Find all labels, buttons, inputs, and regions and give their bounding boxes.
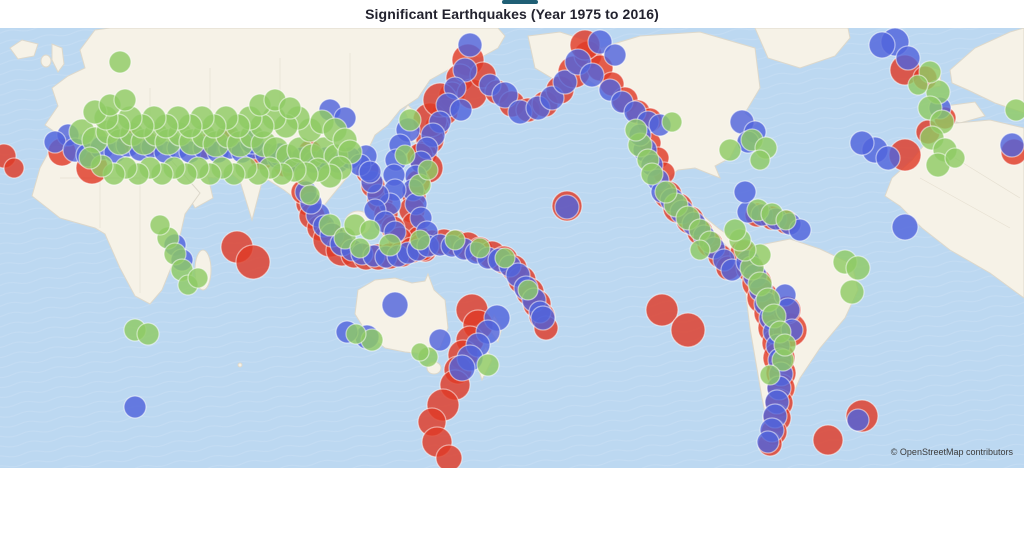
earthquake-point[interactable]	[381, 291, 409, 319]
earthquake-point[interactable]	[278, 96, 302, 120]
earthquake-point[interactable]	[149, 214, 171, 236]
earthquake-point[interactable]	[654, 180, 678, 204]
earthquake-point[interactable]	[839, 279, 865, 305]
earthquake-point[interactable]	[718, 138, 742, 162]
earthquake-point[interactable]	[640, 162, 664, 186]
earthquake-point[interactable]	[410, 342, 430, 362]
earthquake-point[interactable]	[318, 213, 342, 237]
earthquake-point[interactable]	[417, 159, 439, 181]
earthquake-point[interactable]	[444, 229, 466, 251]
earthquake-point[interactable]	[398, 108, 422, 132]
cutoff-text-artifact	[502, 0, 538, 4]
landmass-kerguelen	[237, 362, 243, 368]
earthquake-points[interactable]	[0, 28, 1024, 468]
earthquake-point[interactable]	[868, 31, 896, 59]
earthquake-point[interactable]	[999, 132, 1024, 158]
earthquake-point[interactable]	[1004, 98, 1024, 122]
earthquake-point[interactable]	[554, 194, 580, 220]
earthquake-point[interactable]	[491, 81, 519, 109]
landmass-europe-east-copy	[949, 28, 1024, 114]
earthquake-point[interactable]	[723, 218, 747, 242]
earthquake-point[interactable]	[494, 247, 516, 269]
earthquake-point[interactable]	[579, 62, 605, 88]
earthquake-point[interactable]	[3, 157, 25, 179]
landmass-iceland	[9, 39, 39, 60]
earthquake-point[interactable]	[113, 88, 137, 112]
earthquake-point[interactable]	[689, 239, 711, 261]
earthquake-point[interactable]	[378, 233, 402, 257]
earthquake-point[interactable]	[530, 305, 556, 331]
earthquake-point[interactable]	[645, 293, 679, 327]
earthquake-point[interactable]	[517, 279, 539, 301]
earthquake-point[interactable]	[603, 43, 627, 67]
earthquake-point[interactable]	[452, 57, 478, 83]
earthquake-point[interactable]	[457, 32, 483, 58]
earthquake-point[interactable]	[299, 184, 321, 206]
map-canvas[interactable]: © OpenStreetMap contributors	[0, 28, 1024, 468]
earthquake-point[interactable]	[624, 118, 648, 142]
landmass-greenland	[754, 28, 851, 69]
earthquake-point[interactable]	[435, 444, 463, 468]
footer: Data from www.ngdc.noaa.gov (as of 25dec…	[0, 468, 1024, 541]
earthquake-point[interactable]	[136, 322, 160, 346]
earthquake-point[interactable]	[358, 160, 382, 184]
osm-attribution: © OpenStreetMap contributors	[891, 447, 1014, 457]
earthquake-point[interactable]	[849, 130, 875, 156]
earthquake-point[interactable]	[812, 424, 844, 456]
earthquake-point[interactable]	[846, 408, 870, 432]
earthquake-point[interactable]	[759, 364, 781, 386]
earthquake-point[interactable]	[349, 237, 371, 259]
page-title: Significant Earthquakes (Year 1975 to 20…	[365, 6, 659, 22]
earthquake-point[interactable]	[552, 69, 578, 95]
earthquake-point[interactable]	[448, 354, 476, 382]
earthquake-point[interactable]	[661, 111, 683, 133]
map[interactable]: © OpenStreetMap contributors	[0, 28, 1024, 468]
earthquake-point[interactable]	[78, 146, 102, 170]
earthquake-point[interactable]	[944, 147, 966, 169]
earthquake-point[interactable]	[733, 180, 757, 204]
earthquake-point[interactable]	[108, 50, 132, 74]
earthquake-point[interactable]	[891, 213, 919, 241]
earthquake-point[interactable]	[775, 209, 797, 231]
landmass-ireland	[40, 54, 52, 68]
earthquake-point[interactable]	[449, 98, 473, 122]
earthquake-point[interactable]	[670, 312, 706, 348]
earthquake-point[interactable]	[187, 267, 209, 289]
earthquake-point[interactable]	[428, 328, 452, 352]
earthquake-point[interactable]	[749, 149, 771, 171]
earthquake-point[interactable]	[756, 430, 780, 454]
earthquake-point[interactable]	[469, 237, 491, 259]
earthquake-point[interactable]	[394, 144, 416, 166]
earthquake-point[interactable]	[895, 45, 921, 71]
earthquake-point[interactable]	[235, 244, 271, 280]
earthquake-point[interactable]	[773, 333, 797, 357]
earthquake-point[interactable]	[409, 229, 431, 251]
landmass-british-isles	[51, 43, 65, 73]
earthquake-point[interactable]	[907, 74, 929, 96]
earthquake-point[interactable]	[345, 323, 367, 345]
earthquake-point[interactable]	[845, 255, 871, 281]
earthquake-point[interactable]	[123, 395, 147, 419]
earthquake-point[interactable]	[359, 219, 381, 241]
earthquake-point[interactable]	[476, 353, 500, 377]
earthquake-point[interactable]	[875, 145, 901, 171]
